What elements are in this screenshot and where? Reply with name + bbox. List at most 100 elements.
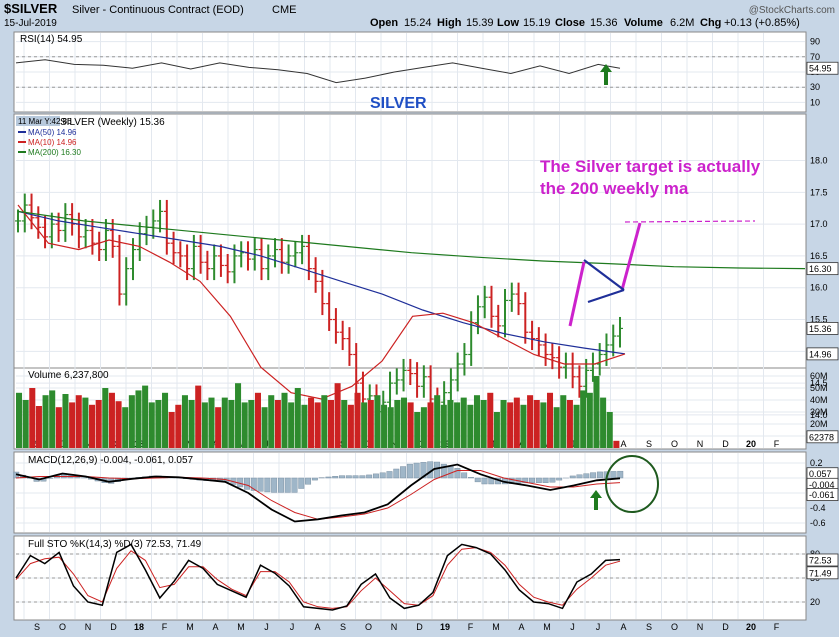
open-value: 15.24 bbox=[404, 17, 432, 29]
month-tick-label: M bbox=[543, 622, 551, 632]
value-tag-box bbox=[806, 61, 839, 75]
macd-histogram-bar bbox=[461, 472, 468, 479]
volume-bar bbox=[102, 388, 109, 448]
ma-line bbox=[17, 210, 806, 270]
value-tag-box bbox=[806, 262, 839, 276]
value-tag: 72.53 bbox=[809, 555, 832, 565]
month-tick-label: J bbox=[596, 622, 601, 632]
y-tick-label: 20M bbox=[810, 419, 828, 429]
close-value: 15.36 bbox=[590, 17, 618, 29]
month-tick-label: S bbox=[34, 622, 40, 632]
macd-histogram-bar bbox=[583, 473, 590, 479]
volume-bar bbox=[460, 397, 467, 448]
volume-bar bbox=[520, 404, 527, 448]
value-tag-box bbox=[806, 566, 839, 580]
flag-upper-line bbox=[583, 259, 625, 291]
volume-bar bbox=[540, 402, 547, 448]
rsi-line bbox=[15, 59, 621, 84]
macd-histogram-bar bbox=[454, 468, 461, 479]
macd-histogram-bar bbox=[379, 472, 386, 479]
target-note-line1: The Silver target is actually bbox=[540, 157, 761, 176]
volume-bar bbox=[427, 402, 434, 448]
chg-label: Chg bbox=[700, 17, 721, 29]
volume-bar bbox=[513, 397, 520, 448]
macd-histogram-bar bbox=[271, 477, 278, 493]
month-tick-label: O bbox=[671, 439, 678, 449]
volume-bar bbox=[208, 397, 215, 448]
volume-bar bbox=[473, 395, 481, 448]
volume-bar bbox=[560, 395, 567, 448]
volume-bar bbox=[122, 407, 129, 448]
volume-bar bbox=[527, 395, 534, 448]
month-tick-label: 18 bbox=[134, 622, 144, 632]
volume-bar bbox=[62, 394, 69, 448]
volume-bar bbox=[142, 385, 149, 448]
legend-ma10: MA(10) 14.96 bbox=[28, 138, 77, 147]
volume-bar bbox=[108, 392, 115, 448]
macd-highlight-circle bbox=[605, 455, 659, 513]
volume-bar bbox=[546, 392, 554, 448]
volume-bar bbox=[82, 397, 89, 448]
volume-bar bbox=[29, 388, 36, 448]
volume-bar bbox=[274, 400, 281, 448]
volume-series: 62378 bbox=[16, 376, 839, 448]
volume-bar bbox=[387, 407, 394, 448]
y-tick-label: 14.0 bbox=[810, 410, 828, 420]
volume-bar bbox=[241, 402, 248, 448]
macd-histogram-bar bbox=[420, 462, 427, 479]
volume-bar bbox=[321, 395, 328, 448]
volume-bar bbox=[148, 402, 155, 448]
volume-bar bbox=[95, 400, 102, 448]
macd-histogram-bar bbox=[590, 472, 597, 479]
value-tag: 16.30 bbox=[809, 264, 832, 274]
volume-bar bbox=[467, 404, 474, 448]
chart-date: 15-Jul-2019 bbox=[4, 18, 57, 29]
month-tick-label: N bbox=[697, 622, 704, 632]
macd-histogram-bar bbox=[522, 477, 529, 484]
volume-bar bbox=[115, 401, 122, 448]
macd-histogram-bar bbox=[617, 470, 624, 479]
volume-bar bbox=[347, 404, 354, 448]
wave-up-stroke bbox=[568, 261, 586, 327]
month-tick-label: D bbox=[416, 622, 423, 632]
stochastic-k-line bbox=[15, 543, 621, 611]
macd-histogram-bar bbox=[277, 477, 284, 493]
macd-histogram-bar bbox=[291, 477, 298, 493]
macd-histogram-bar bbox=[264, 477, 271, 493]
y-tick-label: 18.0 bbox=[810, 156, 828, 166]
symbol[interactable]: $SILVER bbox=[4, 1, 58, 16]
value-tag: 14.96 bbox=[809, 349, 832, 359]
macd-series: 0.057-0.004-0.061 bbox=[13, 461, 839, 523]
macd-histogram-bar bbox=[305, 477, 312, 485]
macd-histogram-bar bbox=[596, 471, 603, 479]
volume-bar bbox=[381, 404, 388, 448]
macd-histogram-bar bbox=[257, 477, 264, 492]
volume-bar bbox=[195, 385, 202, 448]
low-label: Low bbox=[497, 17, 519, 29]
brand-logo[interactable]: @StockCharts.com bbox=[749, 5, 835, 16]
month-tick-label: A bbox=[518, 622, 524, 632]
macd-histogram-bar bbox=[325, 476, 332, 479]
stochastic-d-line bbox=[15, 547, 621, 609]
chg-value: +0.13 (+0.85%) bbox=[724, 17, 800, 29]
volume-bar bbox=[533, 400, 540, 448]
ma-line bbox=[17, 210, 626, 355]
y-tick-label: 17.5 bbox=[810, 187, 828, 197]
macd-histogram-bar bbox=[372, 473, 379, 479]
month-tick-label: A bbox=[620, 622, 626, 632]
volume-bar bbox=[447, 400, 454, 448]
volume-bar bbox=[135, 390, 142, 448]
volume-bar bbox=[201, 402, 208, 448]
y-tick-label: 16.5 bbox=[810, 251, 828, 261]
volume-bar bbox=[228, 400, 235, 448]
month-tick-label: O bbox=[59, 622, 66, 632]
volume-bar bbox=[69, 402, 76, 448]
volume-bar bbox=[507, 402, 514, 448]
month-tick-label: N bbox=[697, 439, 704, 449]
volume-bar bbox=[89, 404, 96, 448]
volume-bar bbox=[434, 395, 441, 448]
macd-histogram-bar bbox=[542, 477, 549, 484]
legend-ma200: MA(200) 16.30 bbox=[28, 148, 81, 157]
y-tick-label: 16.0 bbox=[810, 283, 828, 293]
stochastic-series: 72.53 71.49 bbox=[15, 543, 839, 611]
